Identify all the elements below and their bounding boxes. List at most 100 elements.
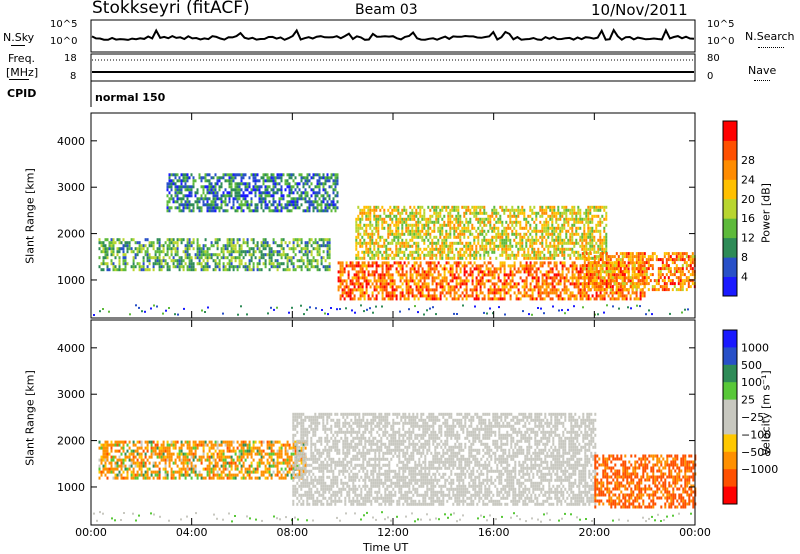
scatter-cell-r1 (184, 179, 187, 183)
scatter-cell-r0 (188, 268, 191, 272)
scatter-cell-r3 (453, 223, 456, 227)
scatter-cell-r3 (473, 256, 476, 260)
scatter-cell-r1 (202, 203, 205, 207)
scatter-cell-r1 (294, 197, 297, 201)
scatter-cell-r0 (152, 262, 155, 266)
scatter-cell-r2 (635, 294, 638, 298)
scatter-cell-r3 (427, 229, 430, 233)
scatter-cell-r3 (553, 214, 556, 218)
scatter-cell-r3 (505, 256, 508, 260)
scatter-cell-r2 (431, 261, 434, 265)
scatter-cell-r2 (579, 267, 582, 271)
scatter-cell-r0 (218, 265, 221, 269)
scatter-cell-r1 (202, 188, 205, 192)
scatter-cell-r2 (529, 270, 532, 274)
scatter-cell-r0 (130, 452, 133, 456)
scatter-cell-r4 (637, 255, 640, 259)
scatter-cell-r3 (447, 232, 450, 236)
scatter-cell-r2 (389, 297, 392, 301)
scatter-cell-r4 (609, 276, 612, 280)
scatter-cell-r0 (200, 247, 203, 251)
scatter-cell-r2 (405, 270, 408, 274)
scatter-cell-r0 (178, 265, 181, 269)
scatter-cell-r3 (527, 220, 530, 224)
scatter-cell-r2 (573, 282, 576, 286)
scatter-cell-r3 (471, 244, 474, 248)
scatter-cell-r0 (274, 259, 277, 263)
scatter-cell-r3 (477, 226, 480, 230)
scatter-cell-r1 (194, 194, 197, 198)
scatter-cell-r2 (443, 279, 446, 283)
scatter-cell-r0 (122, 470, 125, 474)
scatter-cell-r4 (645, 282, 648, 286)
scatter-cell-r3 (551, 223, 554, 227)
scatter-cell-r1 (226, 179, 229, 183)
scatter-cell-r1 (234, 197, 237, 201)
scatter-cell-r0 (216, 244, 219, 248)
scatter-cell-r0 (172, 259, 175, 263)
scatter-cell-r2 (427, 261, 430, 265)
scatter-cell-r3 (461, 229, 464, 233)
scatter-cell-r0 (158, 446, 161, 450)
scatter-cell-r2 (435, 288, 438, 292)
scatter-cell-r0 (192, 247, 195, 251)
clutter-cell (435, 313, 437, 316)
scatter-cell-r3 (559, 232, 562, 236)
scatter-cell-r3 (479, 205, 482, 209)
scatter-cell-r2 (365, 285, 368, 289)
scatter-cell-r2 (583, 285, 586, 289)
scatter-cell-r2 (401, 276, 404, 280)
scatter-cell-r0 (110, 470, 113, 474)
scatter-cell-r4 (677, 279, 680, 283)
scatter-cell-r0 (204, 262, 207, 266)
scatter-cell-r4 (685, 288, 688, 292)
scatter-cell-r3 (583, 244, 586, 248)
scatter-cell-r2 (379, 288, 382, 292)
scatter-cell-r2 (365, 276, 368, 280)
scatter-cell-r1 (306, 206, 309, 210)
scatter-cell-r3 (531, 256, 534, 260)
clutter-cell (246, 313, 248, 316)
scatter-cell-r3 (365, 205, 368, 209)
scatter-cell-r4 (649, 255, 652, 259)
scatter-cell-r4 (605, 255, 608, 259)
scatter-cell-r2 (407, 291, 410, 295)
scatter-cell-r2 (579, 297, 582, 301)
scatter-cell-r3 (511, 220, 514, 224)
scatter-cell-r3 (485, 217, 488, 221)
scatter-cell-r0 (264, 247, 267, 251)
scatter-cell-r4 (637, 285, 640, 289)
scatter-cell-r1 (192, 185, 195, 189)
scatter-cell-r4 (669, 273, 672, 277)
clutter-cell (273, 308, 275, 311)
scatter-cell-r3 (501, 223, 504, 227)
scatter-cell-r2 (475, 285, 478, 289)
scatter-cell-r2 (413, 270, 416, 274)
scatter-cell-r0 (304, 247, 307, 251)
scatter-cell-r1 (236, 200, 239, 204)
scatter-cell-r4 (601, 282, 604, 286)
scatter-cell-r2 (561, 297, 564, 301)
scatter-cell-r4 (617, 264, 620, 268)
scatter-cell-r3 (507, 238, 510, 242)
scatter-cell-r4 (651, 267, 654, 271)
scatter-cell-r1 (272, 188, 275, 192)
scatter-cell-r2 (365, 282, 368, 286)
scatter-cell-r2 (511, 285, 514, 289)
scatter-cell-r2 (355, 270, 358, 274)
scatter-cell-r3 (525, 256, 528, 260)
scatter-cell-r1 (180, 173, 183, 177)
scatter-cell-r2 (403, 297, 406, 301)
scatter-cell-r2 (545, 288, 548, 292)
scatter-cell-r2 (617, 288, 620, 292)
scatter-cell-r2 (491, 264, 494, 268)
scatter-cell-r2 (387, 270, 390, 274)
scatter-cell-r3 (471, 253, 474, 257)
scatter-cell-r2 (587, 270, 590, 274)
scatter-cell-r2 (617, 297, 620, 301)
scatter-cell-r2 (357, 270, 360, 274)
scatter-cell-r2 (403, 279, 406, 283)
clutter-cell (351, 309, 353, 312)
scatter-cell-r2 (395, 285, 398, 289)
scatter-cell-r1 (176, 191, 179, 195)
